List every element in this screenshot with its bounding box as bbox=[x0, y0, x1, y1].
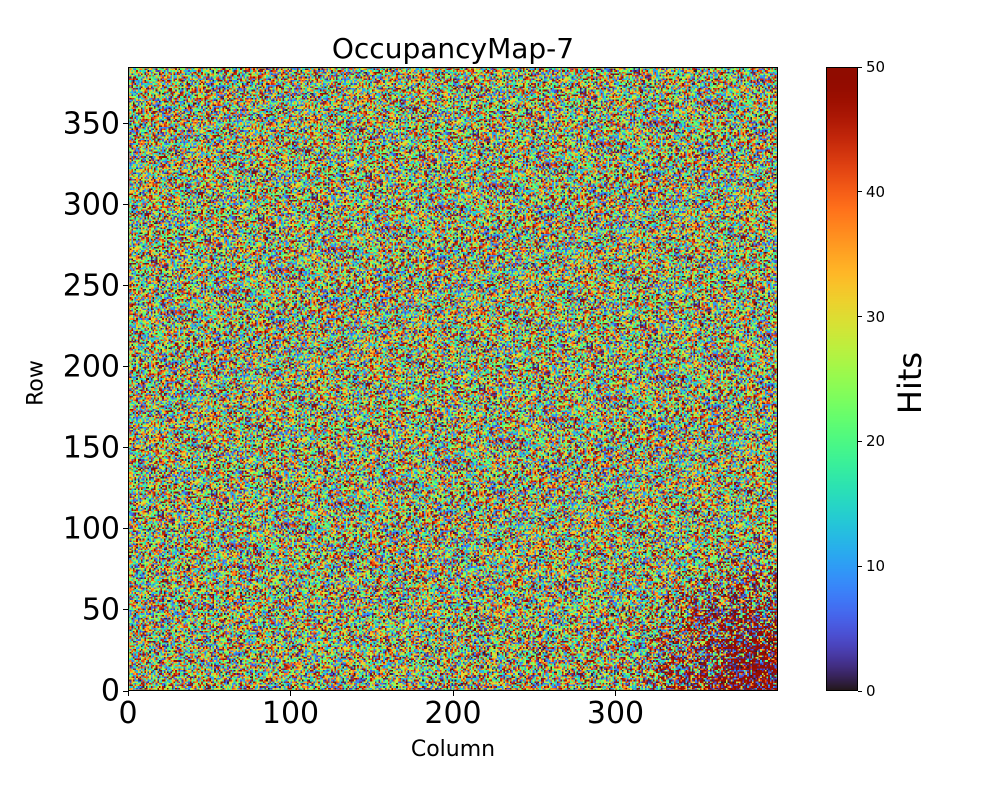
x-tick-label: 200 bbox=[424, 696, 482, 731]
colorbar-gradient bbox=[826, 67, 858, 691]
y-tick-label: 350 bbox=[62, 106, 120, 142]
colorbar-tick-label: 30 bbox=[866, 307, 886, 326]
colorbar-tick-label: 10 bbox=[866, 557, 886, 576]
y-tick-label: 100 bbox=[62, 511, 120, 547]
colorbar-label: Hits bbox=[891, 351, 929, 415]
colorbar-tick-label: 50 bbox=[866, 58, 886, 76]
y-tick-label: 0 bbox=[100, 673, 120, 709]
x-tick-mark bbox=[452, 691, 454, 696]
y-tick-label: 250 bbox=[62, 268, 120, 304]
x-tick-label: 0 bbox=[118, 696, 138, 731]
colorbar-tick-mark bbox=[858, 191, 862, 193]
y-tick-label: 200 bbox=[62, 349, 120, 385]
colorbar-tick-mark bbox=[858, 565, 862, 567]
colorbar-frame bbox=[826, 67, 858, 691]
colorbar-tick-mark bbox=[858, 690, 862, 692]
colorbar-tick-mark bbox=[858, 66, 862, 68]
x-tick-mark bbox=[290, 691, 291, 696]
y-tick-mark bbox=[123, 204, 128, 206]
x-axis-label: Column bbox=[410, 737, 496, 762]
y-tick-label: 50 bbox=[81, 592, 120, 628]
colorbar-tick-mark bbox=[858, 316, 862, 318]
y-tick-label: 300 bbox=[62, 187, 120, 223]
y-tick-mark bbox=[123, 366, 128, 368]
colorbar-tick-label: 40 bbox=[866, 182, 886, 201]
colorbar-tick-label: 0 bbox=[866, 682, 876, 700]
y-tick-mark bbox=[123, 609, 128, 611]
y-tick-mark bbox=[123, 528, 128, 530]
y-tick-mark bbox=[123, 123, 128, 125]
y-tick-mark bbox=[123, 690, 128, 692]
y-tick-mark bbox=[123, 285, 128, 287]
x-tick-mark bbox=[615, 691, 616, 696]
x-tick-mark bbox=[127, 691, 129, 696]
chart-title: OccupancyMap-7 bbox=[331, 32, 575, 65]
colorbar-tick-label: 20 bbox=[866, 432, 886, 451]
x-tick-label: 300 bbox=[586, 696, 645, 731]
colorbar-tick-mark bbox=[858, 440, 862, 442]
y-tick-label: 150 bbox=[62, 430, 120, 466]
y-tick-mark bbox=[123, 447, 128, 449]
x-tick-label: 100 bbox=[261, 696, 320, 731]
heatmap-image bbox=[128, 67, 778, 691]
